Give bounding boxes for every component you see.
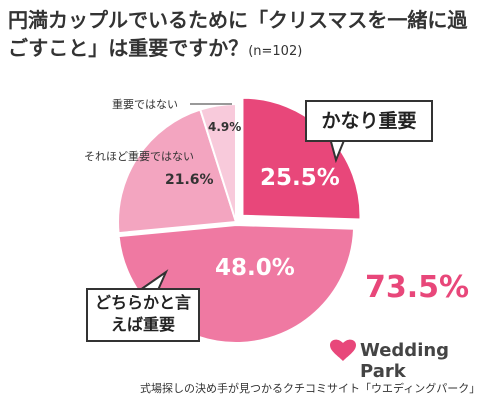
pie-slice bbox=[117, 108, 238, 235]
logo-heart bbox=[330, 339, 356, 361]
callout-box: かなり重要 bbox=[305, 100, 433, 142]
category-label: 重要ではない bbox=[112, 98, 178, 111]
subtitle: (n=102) bbox=[248, 44, 303, 59]
title: 円満カップルでいるために「クリスマスを一緒に過ごすこと」は重要ですか？(n=10… bbox=[8, 6, 486, 66]
value-label: 4.9% bbox=[208, 120, 242, 134]
value-label: 21.6% bbox=[165, 172, 214, 188]
category-label: それほど重要ではない bbox=[84, 150, 194, 163]
brand: Wedding Park bbox=[360, 340, 450, 382]
value-label: 25.5% bbox=[260, 165, 340, 191]
value-label: 48.0% bbox=[215, 255, 295, 281]
title-text: 円満カップルでいるために「クリスマスを一緒に過ごすこと」は重要ですか？ bbox=[8, 8, 468, 60]
footer: 式場探しの決め手が見つかるクチコミサイト「ウエディングパーク」 bbox=[140, 382, 481, 395]
combined-label: 73.5% bbox=[365, 270, 470, 305]
callout-box: どちらかと言えば重要 bbox=[86, 288, 200, 342]
pie-slice bbox=[198, 102, 237, 223]
